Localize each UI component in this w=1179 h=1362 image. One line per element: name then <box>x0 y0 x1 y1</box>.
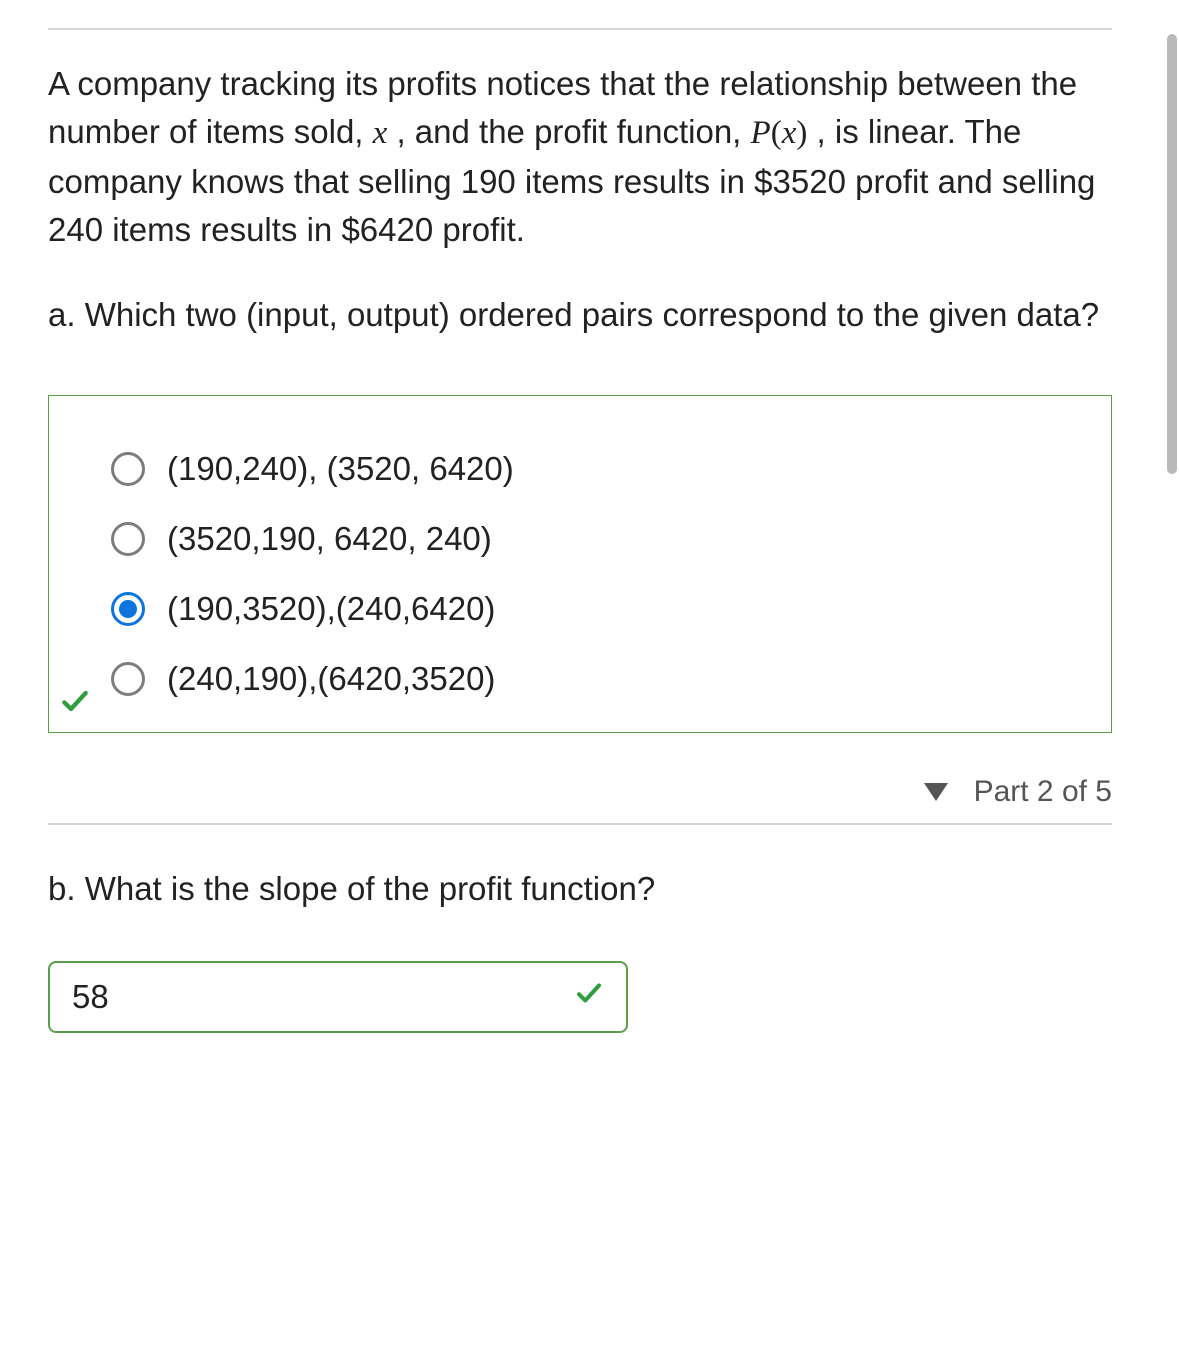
slope-input-box[interactable]: 58 <box>48 961 628 1033</box>
variable-x: x <box>373 115 388 151</box>
slope-input-value: 58 <box>72 978 109 1016</box>
question-content: A company tracking its profits notices t… <box>0 0 1160 1033</box>
function-arg-x: x <box>782 115 797 151</box>
scrollbar-track[interactable] <box>1165 0 1179 1362</box>
option-label: (240,190),(6420,3520) <box>167 660 495 698</box>
part-indicator-row[interactable]: Part 2 of 5 <box>48 775 1112 823</box>
section-divider <box>48 823 1112 825</box>
problem-text-b: , and the profit function, <box>387 113 750 150</box>
paren-close: ) <box>796 115 807 151</box>
scrollbar-thumb[interactable] <box>1167 34 1177 474</box>
option-label: (3520,190, 6420, 240) <box>167 520 492 558</box>
answer-box-a: (190,240), (3520, 6420) (3520,190, 6420,… <box>48 395 1112 733</box>
top-divider <box>48 28 1112 30</box>
collapse-triangle-icon[interactable] <box>924 783 948 801</box>
option-label: (190,240), (3520, 6420) <box>167 450 514 488</box>
radio-option-4[interactable]: (240,190),(6420,3520) <box>69 644 1091 714</box>
problem-statement: A company tracking its profits notices t… <box>48 60 1112 253</box>
question-b-text: b. What is the slope of the profit funct… <box>48 865 1112 913</box>
radio-option-1[interactable]: (190,240), (3520, 6420) <box>69 434 1091 504</box>
paren-open: ( <box>771 115 782 151</box>
input-correct-check-icon <box>574 978 604 1016</box>
radio-option-3[interactable]: (190,3520),(240,6420) <box>69 574 1091 644</box>
question-a-text: a. Which two (input, output) ordered pai… <box>48 291 1112 339</box>
radio-icon[interactable] <box>111 662 145 696</box>
radio-option-2[interactable]: (3520,190, 6420, 240) <box>69 504 1091 574</box>
function-P: P <box>751 115 771 151</box>
radio-icon[interactable] <box>111 522 145 556</box>
radio-icon[interactable] <box>111 452 145 486</box>
option-label: (190,3520),(240,6420) <box>167 590 495 628</box>
radio-icon-selected[interactable] <box>111 592 145 626</box>
part-label: Part 2 of 5 <box>974 775 1112 809</box>
correct-check-icon <box>59 685 91 722</box>
